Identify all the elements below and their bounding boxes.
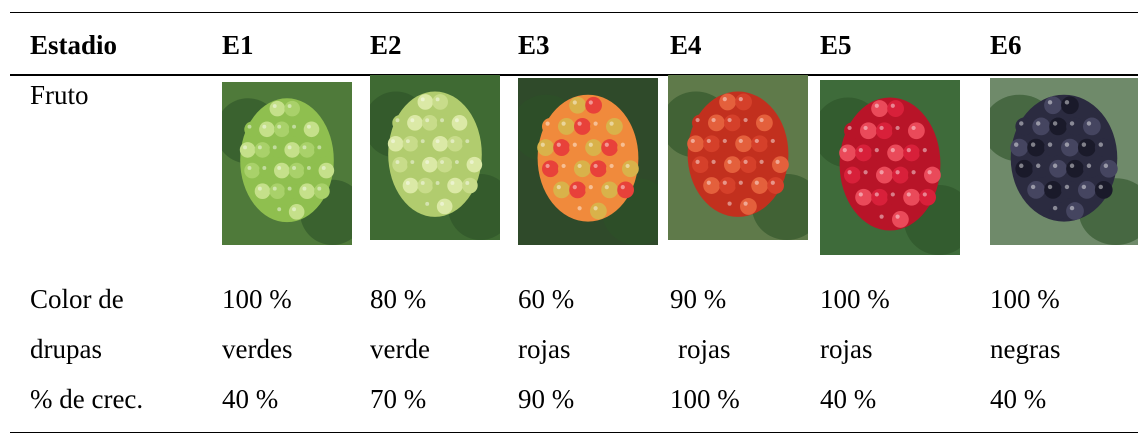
stage-header: E1	[222, 30, 254, 60]
row-label: drupas	[30, 334, 102, 364]
cell-text: 100 %	[990, 284, 1060, 314]
fruit-image	[820, 80, 960, 255]
stage-header: E3	[518, 30, 550, 60]
cell-text: 80 %	[370, 284, 426, 314]
table-page: Fruto Estadio E1 E2 E3 E4 E5 E6 Color de drupas 1…	[0, 0, 1138, 442]
cell-text: negras	[990, 334, 1060, 364]
stage-header: E2	[370, 30, 402, 60]
cell-text: 40 %	[222, 384, 278, 414]
cell-text: rojas	[820, 334, 872, 364]
stage-header: E6	[990, 30, 1022, 60]
cell-text: verde	[370, 334, 430, 364]
cell-text: 40 %	[820, 384, 876, 414]
fruit-image	[370, 75, 500, 240]
cell-text: rojas	[678, 334, 730, 364]
cell-text: 100 %	[820, 284, 890, 314]
cell-text: 100 %	[222, 284, 292, 314]
cell-text: rojas	[518, 334, 570, 364]
header-label: Estadio	[30, 30, 117, 60]
cell-text: 100 %	[670, 384, 740, 414]
top-rule	[10, 12, 1138, 13]
header-rule	[10, 74, 1138, 76]
row-label: % de crec.	[30, 384, 143, 414]
row-label: Fruto	[30, 80, 89, 110]
cell-text: 70 %	[370, 384, 426, 414]
cell-text: verdes	[222, 334, 292, 364]
row-label: Color de	[30, 284, 124, 314]
cell-text: 60 %	[518, 284, 574, 314]
cell-text: 40 %	[990, 384, 1046, 414]
stage-header: E5	[820, 30, 852, 60]
fruit-image	[668, 75, 808, 240]
stage-header: E4	[670, 30, 702, 60]
cell-text: 90 %	[518, 384, 574, 414]
fruit-image	[222, 82, 352, 245]
bottom-rule	[10, 432, 1138, 433]
fruit-image	[518, 78, 658, 245]
cell-text: 90 %	[670, 284, 726, 314]
fruit-image	[990, 78, 1138, 245]
